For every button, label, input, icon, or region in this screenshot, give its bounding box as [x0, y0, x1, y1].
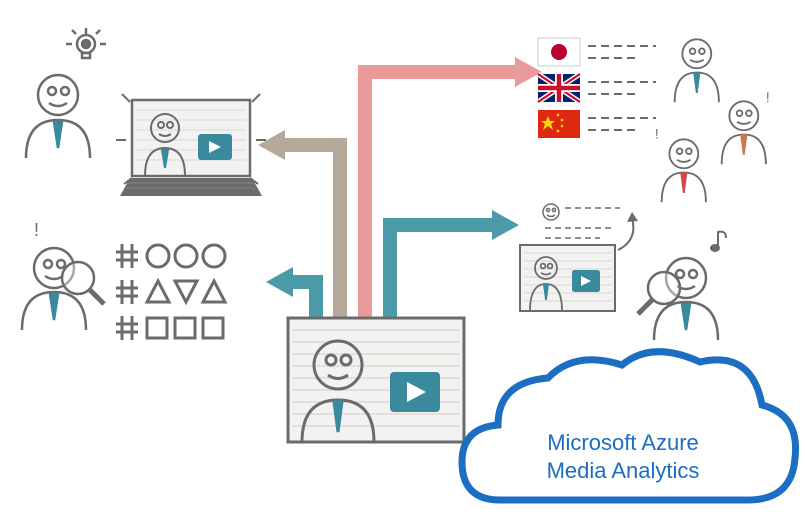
flags-block: [538, 38, 656, 138]
arrow-beige: [258, 130, 340, 325]
cloud-line2: Media Analytics: [547, 458, 700, 483]
person-small-red: !: [655, 127, 706, 203]
arrow-teal-left: [266, 267, 316, 325]
person-search-left: !: [22, 220, 104, 330]
small-video-top: [116, 94, 266, 196]
main-video-panel: [288, 318, 464, 442]
person-idea: [26, 28, 106, 158]
azure-cloud: Microsoft Azure Media Analytics: [462, 352, 796, 500]
svg-text:!: !: [655, 127, 659, 142]
index-annotation: [543, 204, 620, 238]
person-small-blue: [675, 39, 719, 102]
cloud-line1: Microsoft Azure: [547, 430, 699, 455]
arrow-teal-right: [390, 210, 519, 325]
person-small-orange: !: [722, 90, 770, 164]
infographic-svg: Microsoft Azure Media Analytics: [0, 0, 805, 526]
person-search-right: [638, 232, 726, 340]
small-video-right: [520, 212, 638, 311]
svg-text:!: !: [34, 220, 39, 240]
hashtag-shapes: [116, 244, 225, 340]
svg-text:!: !: [766, 90, 770, 105]
